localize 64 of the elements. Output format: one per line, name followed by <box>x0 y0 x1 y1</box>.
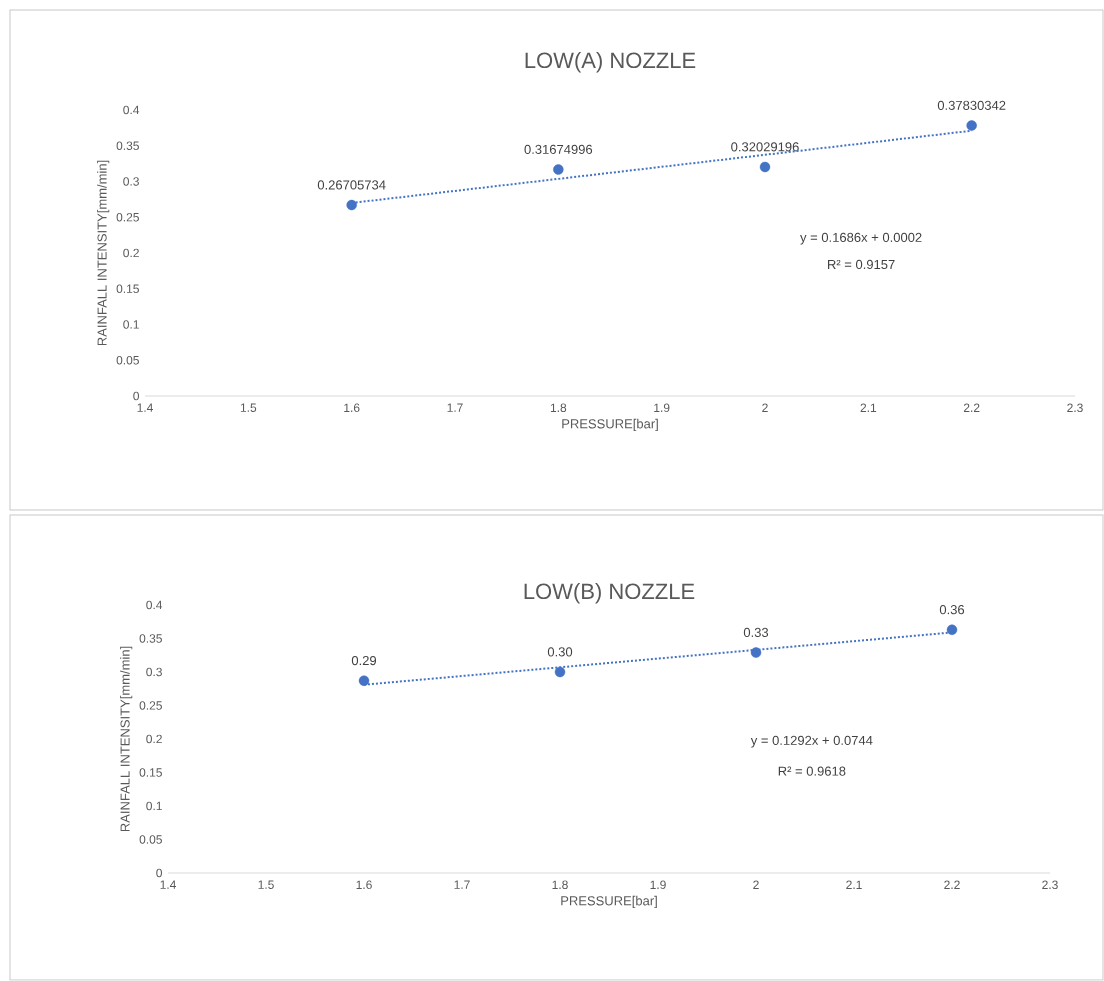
x-tick-label: 1.4 <box>160 880 176 889</box>
point <box>346 199 357 211</box>
x-tick-label: 2.2 <box>963 403 980 412</box>
x-tick-label: 1.9 <box>654 403 670 413</box>
x-tick-label: 1.9 <box>650 880 666 890</box>
y-tick-label: 0.05 <box>116 355 139 365</box>
x-tick-label: 1.4 <box>137 403 153 412</box>
point <box>966 120 977 131</box>
point <box>759 161 771 173</box>
point <box>554 666 566 678</box>
x-tick-label: 1.8 <box>550 403 567 413</box>
data-label: 0.26705734 <box>317 180 386 190</box>
y-tick-label: 0.2 <box>146 734 162 744</box>
x-tick-label: 1.6 <box>356 880 372 890</box>
data-label: 0.37830342 <box>937 100 1006 110</box>
x-tick-label: 2 <box>753 880 759 889</box>
x-axis-title: PRESSURE[bar] <box>562 418 658 431</box>
x-tick-label: 2.1 <box>846 880 862 889</box>
data-label: 0.30 <box>547 647 573 657</box>
x-tick-label: 2.3 <box>1042 880 1058 890</box>
annotation: R² = 0.9157 <box>828 259 895 270</box>
data-label: 0.36 <box>939 605 965 615</box>
y-tick-label: 0.15 <box>116 284 139 293</box>
y-axis-title: RAINFALL INTENSITY[mm/min] <box>120 646 133 832</box>
y-tick-label: 0.2 <box>123 248 139 258</box>
point <box>750 647 762 658</box>
y-tick-label: 0.35 <box>116 141 139 150</box>
data-label: 0.32029196 <box>731 142 799 152</box>
data-label: 0.29 <box>351 655 377 666</box>
x-axis-title: PRESSURE[bar] <box>561 895 657 908</box>
x-tick-label: 2.1 <box>860 403 877 412</box>
x-tick-label: 1.6 <box>344 403 360 413</box>
point <box>553 164 564 175</box>
x-tick-label: 1.7 <box>447 403 463 412</box>
x-tick-label: 2.2 <box>944 880 960 889</box>
annotation: R² = 0.9618 <box>778 766 846 776</box>
x-tick-label: 1.5 <box>258 880 274 889</box>
point <box>358 675 370 686</box>
data-label: 0.31674996 <box>524 144 593 154</box>
x-tick-label: 1.8 <box>552 880 568 890</box>
y-tick-label: 0 <box>133 391 140 401</box>
annotation: y = 0.1292x + 0.0744 <box>750 735 873 748</box>
y-tick-label: 0.05 <box>139 835 162 844</box>
x-tick-label: 1.5 <box>240 403 257 412</box>
chart-title: LOW(B) NOZZLE <box>524 582 695 604</box>
y-tick-label: 0.1 <box>146 801 162 811</box>
annotation: y = 0.1686x + 0.0002 <box>800 232 922 245</box>
y-tick-label: 0.1 <box>123 320 139 329</box>
y-axis-title: RAINFALL INTENSITY[mm/min] <box>97 160 110 346</box>
x-tick-label: 2 <box>762 403 768 412</box>
data-label: 0.33 <box>743 627 769 638</box>
y-tick-label: 0.4 <box>123 105 140 115</box>
x-tick-label: 1.7 <box>454 880 470 889</box>
y-tick-label: 0.3 <box>123 177 139 186</box>
chart-title: LOW(A) NOZZLE <box>525 51 696 73</box>
y-tick-label: 0.15 <box>139 768 162 777</box>
point <box>946 624 958 635</box>
y-tick-label: 0.3 <box>146 667 162 677</box>
y-tick-label: 0.35 <box>139 634 162 643</box>
y-tick-label: 0.25 <box>139 701 162 710</box>
y-tick-label: 0.25 <box>116 212 139 222</box>
x-tick-label: 2.3 <box>1067 403 1083 413</box>
y-tick-label: 0 <box>156 868 163 878</box>
y-tick-label: 0.4 <box>146 600 163 610</box>
